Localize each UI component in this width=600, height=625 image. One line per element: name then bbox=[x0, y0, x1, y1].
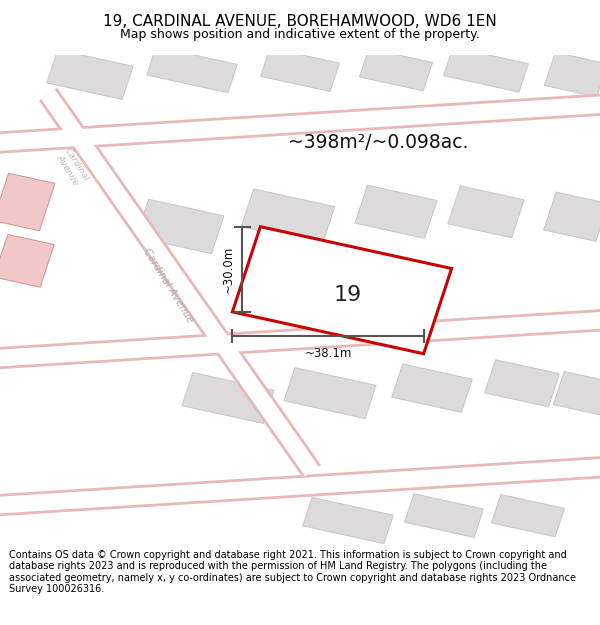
Polygon shape bbox=[232, 227, 452, 354]
Polygon shape bbox=[0, 173, 55, 231]
Text: Cardinal Avenue: Cardinal Avenue bbox=[141, 246, 195, 324]
Polygon shape bbox=[47, 50, 133, 99]
Text: ~30.0m: ~30.0m bbox=[222, 246, 235, 293]
Polygon shape bbox=[544, 192, 600, 241]
Text: ~398m²/~0.098ac.: ~398m²/~0.098ac. bbox=[288, 133, 468, 152]
Polygon shape bbox=[553, 371, 600, 415]
Polygon shape bbox=[448, 186, 524, 238]
Polygon shape bbox=[182, 372, 274, 424]
Polygon shape bbox=[260, 48, 340, 91]
Text: 19, CARDINAL AVENUE, BOREHAMWOOD, WD6 1EN: 19, CARDINAL AVENUE, BOREHAMWOOD, WD6 1E… bbox=[103, 14, 497, 29]
Polygon shape bbox=[355, 185, 437, 238]
Text: ~38.1m: ~38.1m bbox=[304, 347, 352, 360]
Text: 19: 19 bbox=[334, 285, 362, 305]
Polygon shape bbox=[443, 48, 529, 92]
Polygon shape bbox=[303, 498, 393, 544]
Polygon shape bbox=[0, 234, 54, 287]
Polygon shape bbox=[485, 360, 559, 407]
Polygon shape bbox=[544, 52, 600, 97]
Polygon shape bbox=[147, 47, 237, 92]
Text: Cardinal
Avenue: Cardinal Avenue bbox=[54, 147, 90, 189]
Polygon shape bbox=[241, 189, 335, 244]
Polygon shape bbox=[359, 49, 433, 91]
Polygon shape bbox=[136, 199, 224, 254]
Polygon shape bbox=[404, 494, 484, 538]
Text: Map shows position and indicative extent of the property.: Map shows position and indicative extent… bbox=[120, 28, 480, 41]
Polygon shape bbox=[284, 368, 376, 419]
Polygon shape bbox=[491, 494, 565, 537]
Text: Contains OS data © Crown copyright and database right 2021. This information is : Contains OS data © Crown copyright and d… bbox=[9, 549, 576, 594]
Polygon shape bbox=[392, 364, 472, 413]
